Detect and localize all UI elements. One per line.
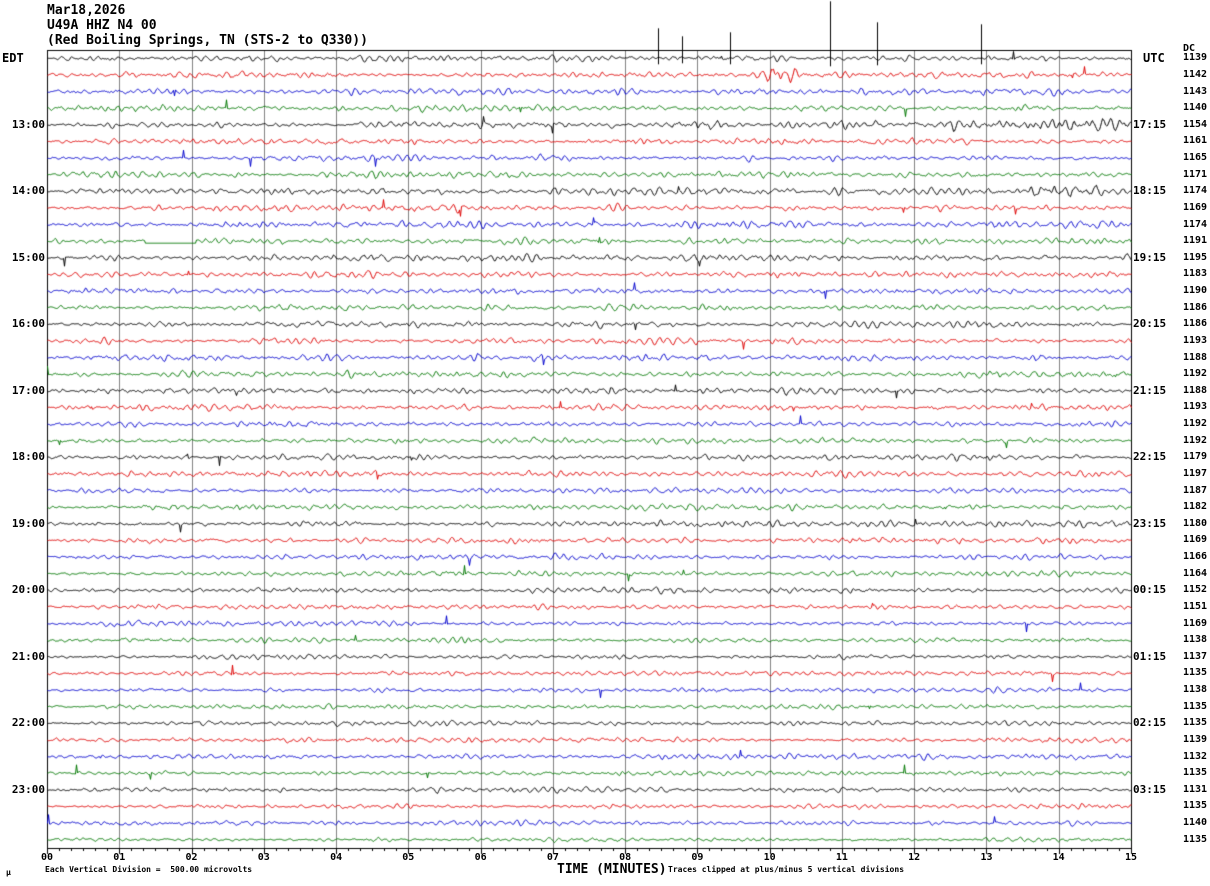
- x-tick-label: 13: [980, 852, 993, 863]
- x-tick-label: 10: [763, 852, 776, 863]
- x-tick-label: 03: [257, 852, 270, 863]
- left-timezone-label: EDT: [2, 51, 24, 65]
- utc-hour-label: 17:15: [1133, 117, 1167, 131]
- dc-value: 1135: [1183, 667, 1208, 679]
- dc-value: 1186: [1183, 318, 1208, 330]
- right-timezone-label: UTC: [1143, 51, 1165, 65]
- dc-value: 1193: [1183, 334, 1208, 346]
- dc-value: 1192: [1183, 368, 1208, 380]
- x-tick-label: 15: [1124, 852, 1138, 863]
- dc-value: 1135: [1183, 717, 1208, 729]
- dc-value: 1138: [1183, 634, 1208, 646]
- utc-hour-label: 00:15: [1133, 583, 1167, 597]
- edt-hour-label: 22:00: [11, 716, 45, 730]
- plot-station: U49A HHZ N4 00: [47, 18, 157, 33]
- dc-value: 1169: [1183, 534, 1208, 546]
- edt-hour-label: 21:00: [11, 649, 45, 663]
- clip-note: Traces clipped at plus/minus 5 vertical …: [668, 865, 905, 874]
- dc-value: 1131: [1183, 783, 1208, 795]
- dc-value: 1197: [1183, 467, 1208, 479]
- dc-value: 1151: [1183, 600, 1208, 612]
- dc-value: 1154: [1183, 118, 1208, 130]
- dc-value: 1140: [1183, 102, 1208, 114]
- dc-value: 1142: [1183, 68, 1208, 80]
- x-tick-label: 08: [619, 852, 632, 863]
- dc-value: 1166: [1183, 551, 1208, 563]
- edt-hour-label: 19:00: [11, 516, 45, 530]
- dc-value: 1132: [1183, 750, 1208, 762]
- edt-hour-label: 13:00: [11, 117, 45, 131]
- utc-hour-label: 03:15: [1133, 782, 1167, 796]
- dc-value: 1179: [1183, 451, 1208, 463]
- dc-column-header: DC: [1183, 43, 1196, 54]
- dc-value: 1169: [1183, 201, 1208, 213]
- x-axis-title: TIME (MINUTES): [557, 862, 667, 877]
- dc-value: 1195: [1183, 251, 1208, 263]
- plot-location: (Red Boiling Springs, TN (STS-2 to Q330)…: [47, 33, 368, 48]
- dc-value: 1165: [1183, 152, 1208, 164]
- dc-value: 1135: [1183, 800, 1208, 812]
- x-tick-label: 04: [330, 852, 343, 863]
- dc-value: 1187: [1183, 484, 1208, 496]
- dc-value: 1191: [1183, 235, 1208, 247]
- dc-value: 1135: [1183, 767, 1208, 779]
- x-tick-label: 00: [40, 852, 54, 863]
- edt-hour-label: 14:00: [11, 184, 45, 198]
- dc-value: 1135: [1183, 833, 1208, 845]
- scale-note: Each Vertical Division = 500.00 microvol…: [45, 865, 253, 874]
- edt-hour-label: 18:00: [11, 450, 45, 464]
- x-tick-label: 01: [113, 852, 126, 863]
- x-tick-label: 06: [474, 852, 487, 863]
- utc-hour-label: 20:15: [1133, 317, 1167, 331]
- utc-hour-label: 22:15: [1133, 450, 1167, 464]
- utc-hour-label: 18:15: [1133, 184, 1167, 198]
- x-tick-label: 12: [908, 852, 921, 863]
- corner-mark: µ: [6, 868, 11, 877]
- dc-value: 1186: [1183, 301, 1208, 313]
- edt-hour-label: 17:00: [11, 383, 45, 397]
- dc-value: 1164: [1183, 567, 1208, 579]
- x-tick-label: 05: [402, 852, 415, 863]
- dc-value: 1137: [1183, 650, 1208, 662]
- dc-value: 1174: [1183, 218, 1208, 230]
- dc-value: 1152: [1183, 584, 1208, 596]
- x-tick-label: 09: [691, 852, 704, 863]
- dc-value: 1169: [1183, 617, 1208, 629]
- edt-hour-label: 16:00: [11, 317, 45, 331]
- utc-hour-label: 19:15: [1133, 250, 1167, 264]
- dc-value: 1193: [1183, 401, 1208, 413]
- dc-value: 1139: [1183, 733, 1208, 745]
- dc-value: 1188: [1183, 351, 1208, 363]
- utc-hour-label: 02:15: [1133, 716, 1167, 730]
- dc-value: 1192: [1183, 434, 1208, 446]
- dc-value: 1180: [1183, 517, 1208, 529]
- dc-value: 1161: [1183, 135, 1208, 147]
- dc-value: 1174: [1183, 185, 1208, 197]
- edt-hour-label: 23:00: [11, 782, 45, 796]
- dc-value: 1135: [1183, 700, 1208, 712]
- dc-value: 1192: [1183, 418, 1208, 430]
- plot-date: Mar18,2026: [47, 3, 126, 18]
- dc-value: 1190: [1183, 285, 1208, 297]
- x-tick-label: 11: [835, 852, 848, 863]
- dc-value: 1143: [1183, 85, 1208, 97]
- utc-hour-label: 23:15: [1133, 516, 1167, 530]
- dc-value: 1171: [1183, 168, 1208, 180]
- dc-value: 1139: [1183, 52, 1208, 64]
- utc-hour-label: 01:15: [1133, 649, 1167, 663]
- dc-value: 1140: [1183, 817, 1208, 829]
- edt-hour-label: 20:00: [11, 583, 45, 597]
- utc-hour-label: 21:15: [1133, 383, 1167, 397]
- dc-value: 1182: [1183, 501, 1208, 513]
- dc-value: 1183: [1183, 268, 1208, 280]
- dc-value: 1188: [1183, 384, 1208, 396]
- dc-value: 1138: [1183, 684, 1208, 696]
- edt-hour-label: 15:00: [11, 250, 45, 264]
- x-tick-label: 02: [185, 852, 198, 863]
- x-tick-label: 14: [1052, 852, 1065, 863]
- x-tick-label: 07: [546, 852, 559, 863]
